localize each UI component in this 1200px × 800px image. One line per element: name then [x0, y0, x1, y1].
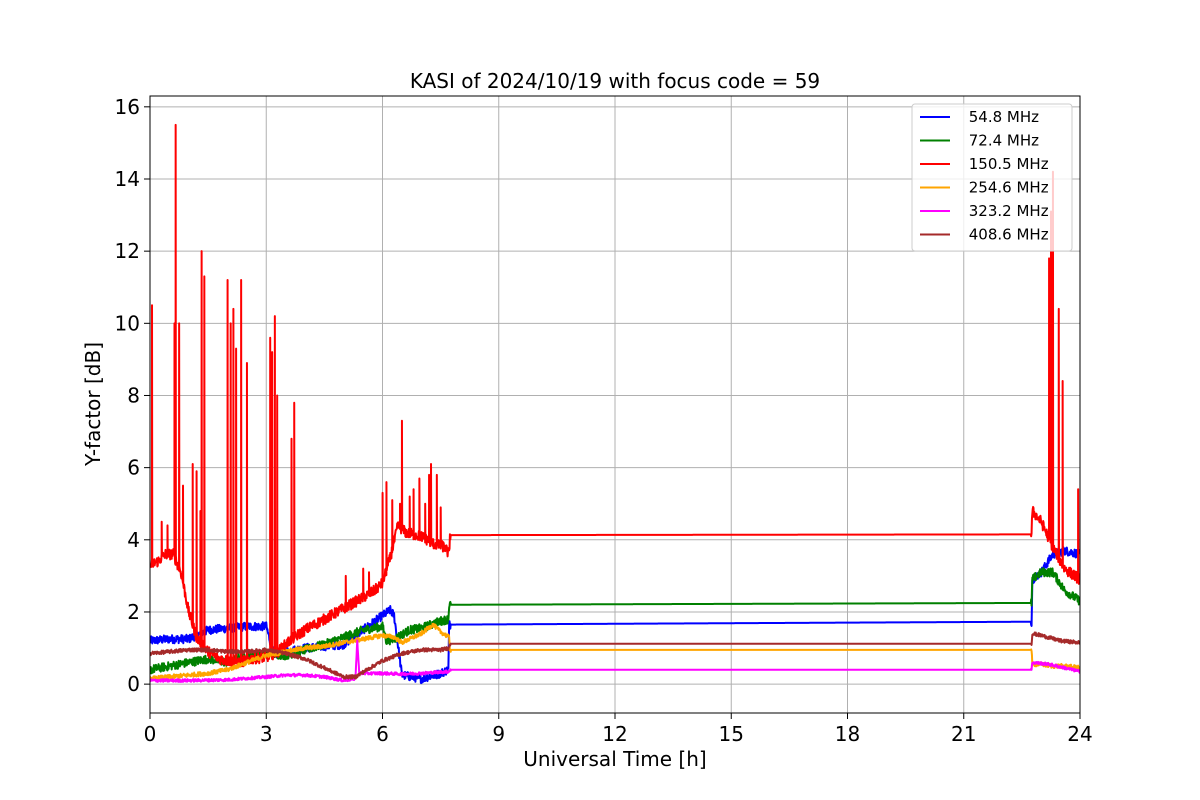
series-line	[150, 631, 1080, 680]
series-line	[150, 123, 1080, 668]
series-line	[150, 622, 1080, 682]
x-tick-label: 9	[492, 722, 505, 746]
x-tick-label: 18	[835, 722, 860, 746]
x-axis-label: Universal Time [h]	[523, 747, 706, 771]
y-tick-label: 16	[115, 95, 140, 119]
legend-label: 72.4 MHz	[964, 132, 1039, 150]
chart-title: KASI of 2024/10/19 with focus code = 59	[410, 69, 820, 93]
y-tick-label: 4	[127, 528, 140, 552]
legend-label: 323.2 MHz	[964, 202, 1049, 220]
x-tick-label: 6	[376, 722, 389, 746]
y-tick-label: 12	[115, 239, 140, 263]
x-tick-label: 3	[260, 722, 273, 746]
series-line	[150, 639, 1080, 683]
y-tick-label: 0	[127, 672, 140, 696]
x-tick-label: 15	[719, 722, 744, 746]
y-tick-label: 14	[115, 167, 140, 191]
x-tick-label: 21	[951, 722, 976, 746]
y-tick-label: 6	[127, 456, 140, 480]
y-tick-label: 2	[127, 600, 140, 624]
y-tick-label: 10	[115, 311, 140, 335]
legend-label: 150.5 MHz	[964, 155, 1049, 173]
x-tick-label: 24	[1067, 722, 1092, 746]
legend-box	[911, 103, 1073, 252]
x-tick-label: 0	[144, 722, 157, 746]
plot-area	[150, 123, 1080, 685]
legend: 54.8 MHz 72.4 MHz 150.5 MHz 254.6 MHz 32…	[911, 103, 1073, 252]
y-axis-label: Y-factor [dB]	[81, 342, 105, 467]
legend-label: 254.6 MHz	[964, 179, 1049, 197]
legend-label: 54.8 MHz	[964, 108, 1039, 126]
y-tick-label: 8	[127, 383, 140, 407]
x-tick-label: 12	[602, 722, 627, 746]
legend-label: 408.6 MHz	[964, 226, 1049, 244]
